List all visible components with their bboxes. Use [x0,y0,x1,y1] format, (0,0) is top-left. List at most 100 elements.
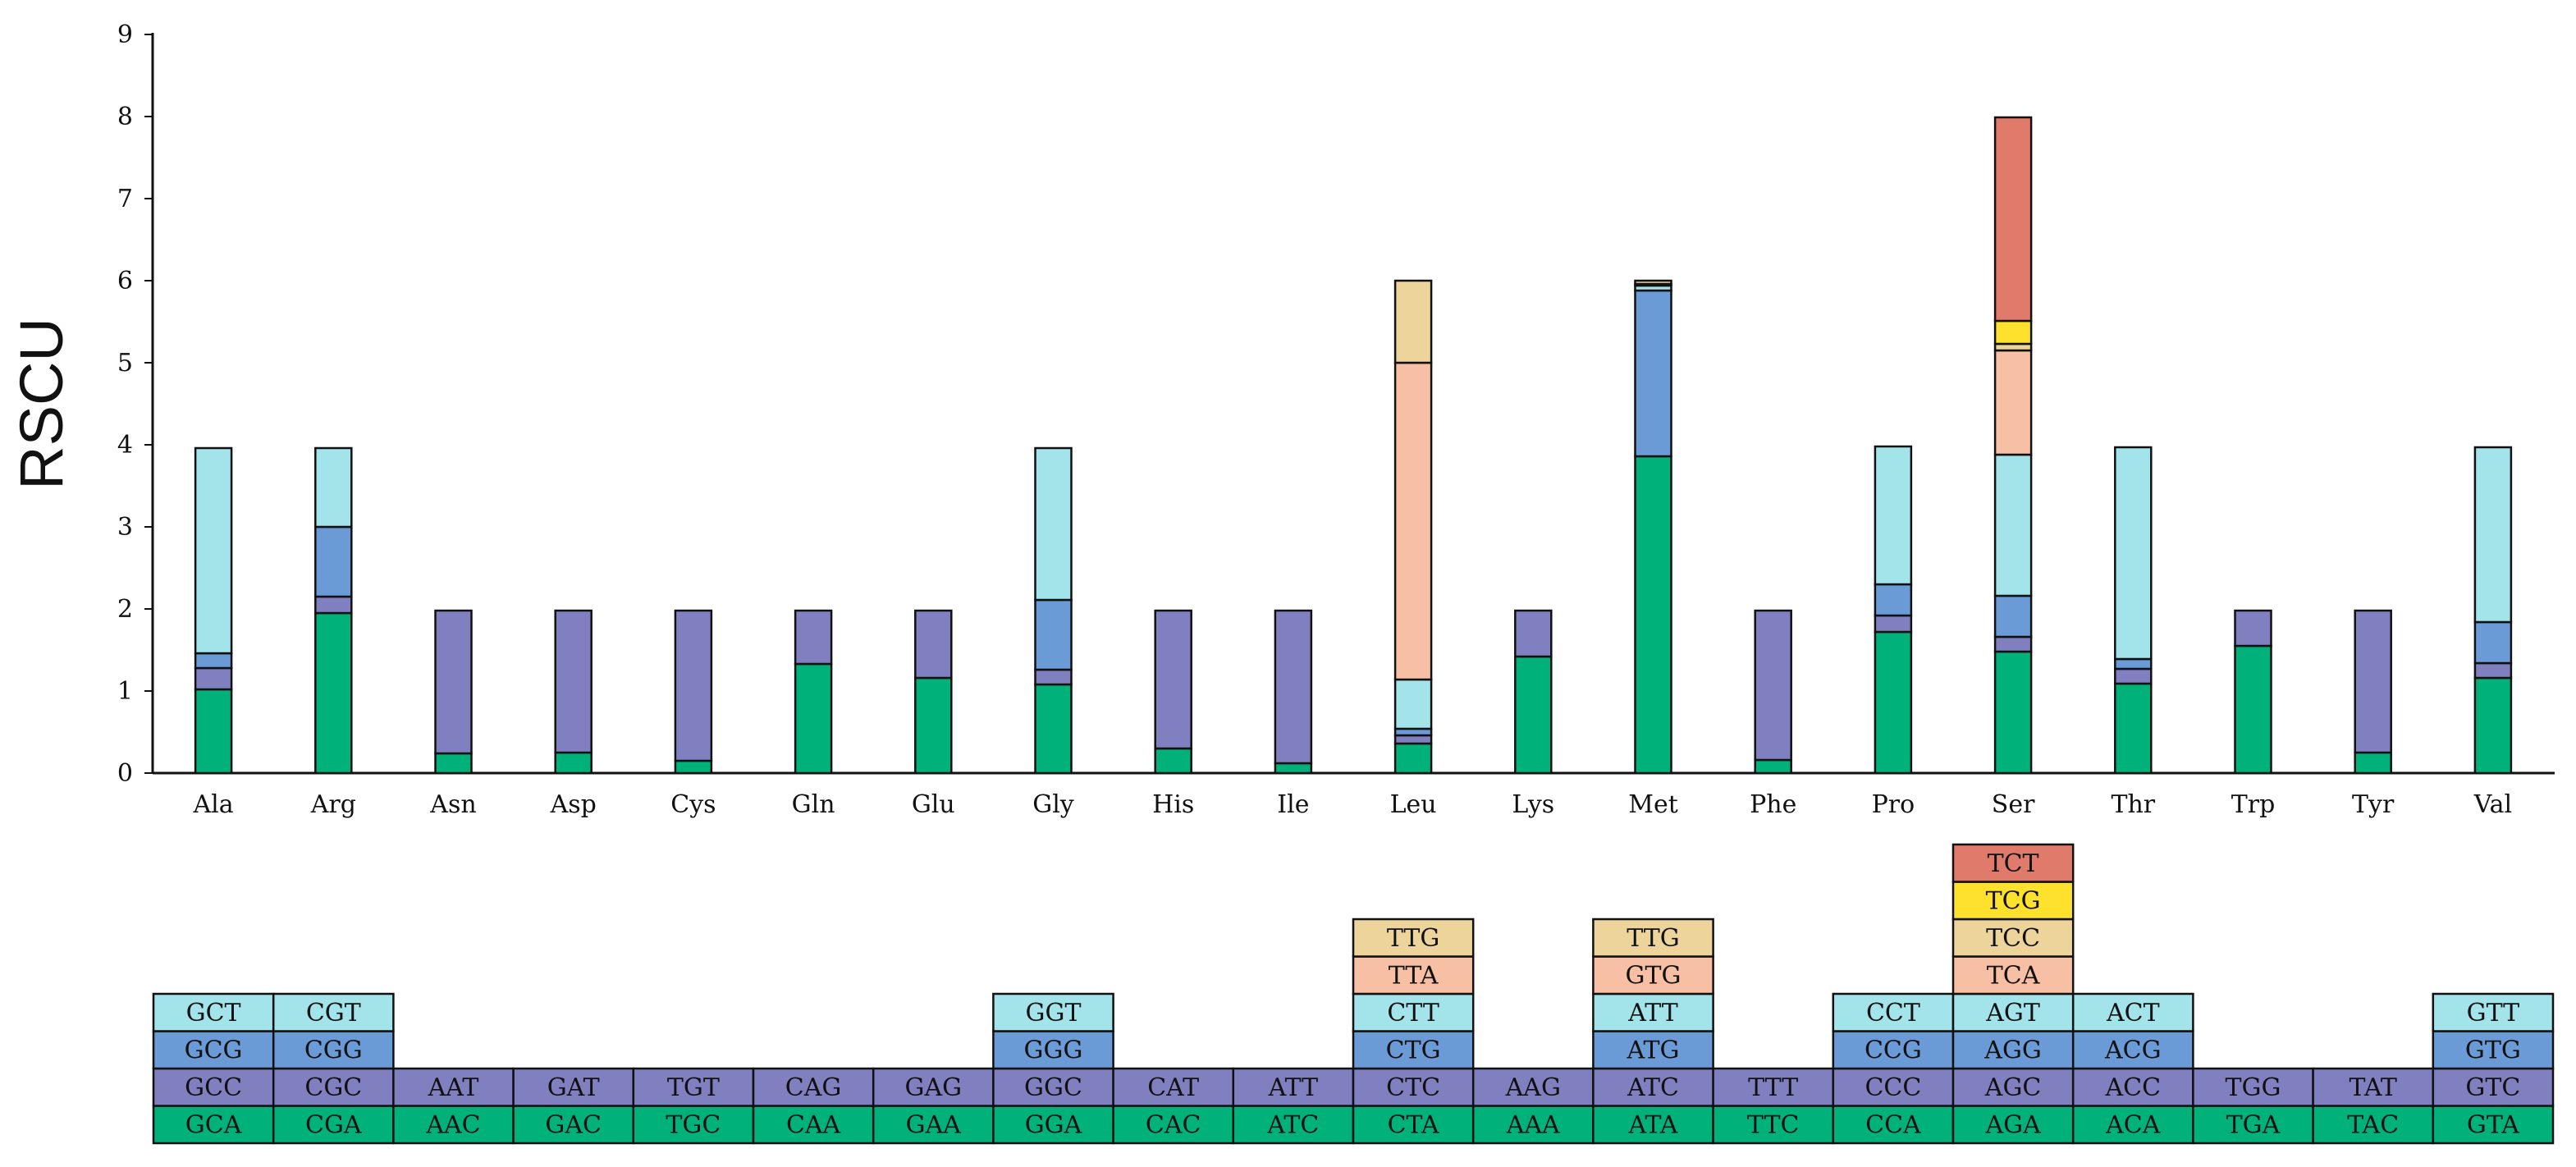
codon-label: CGA [305,1110,362,1139]
codon-cell [1712,1067,1835,1107]
codon-label: TTC [1747,1110,1800,1139]
codon-cell [1592,1105,1714,1145]
codon-label: GAT [547,1073,600,1102]
codon-cell [272,1105,395,1145]
y-tick-label: 9 [117,21,133,49]
codon-label: TGT [667,1073,720,1102]
bar-segment [1993,319,2033,346]
codon-cell [1232,1105,1355,1145]
codon-label: TGC [666,1110,721,1139]
codon-label: GTG [1626,961,1681,990]
codon-cell [1951,955,2075,995]
codon-cell [1832,1067,1955,1107]
codon-label: ACT [2106,999,2160,1027]
y-tick-label: 7 [117,185,133,213]
bar-segment [1634,289,1672,458]
bar-segment [1034,446,1073,602]
codon-cell [1951,843,2075,883]
x-tick-label: Thr [2111,790,2155,819]
x-tick-label: Leu [1390,790,1437,819]
codon-label: CAT [1147,1073,1199,1102]
codon-cell [1352,1030,1475,1070]
codon-label: CGG [304,1036,363,1064]
codon-cell [2312,1067,2435,1107]
codon-label: CCA [1865,1110,1921,1139]
bar-segment [1993,116,2033,323]
bar-segment [314,611,353,775]
codon-cell [152,1030,275,1070]
codon-cell [2432,1067,2555,1107]
codon-label: ATT [1627,999,1678,1027]
bar-segment [1274,609,1313,765]
bar-segment [2473,661,2513,680]
codon-label: AGG [1983,1036,2042,1064]
bar-segment [1393,678,1433,730]
y-tick-label: 2 [117,595,133,624]
codon-cell [272,992,395,1032]
y-tick-label: 5 [117,349,133,378]
x-tick-label: Trp [2231,790,2276,819]
x-tick-label: Arg [310,790,356,819]
bar-segment [1514,655,1553,775]
codon-label: CCG [1865,1036,1922,1064]
bar-segment [1393,279,1433,364]
codon-label: AAT [428,1073,479,1102]
codon-cell [1592,955,1714,995]
x-tick-label: Gln [792,790,835,819]
x-tick-label: Val [2473,790,2512,819]
x-tick-label: Ile [1277,790,1309,819]
bar-segment [2354,751,2392,775]
codon-label: ATC [1266,1110,1319,1139]
codon-cell [1592,1030,1714,1070]
codon-label: ATT [1268,1073,1319,1102]
bar-segment [914,609,953,680]
y-axis-label: RSCU [7,318,75,490]
codon-label: TGA [2226,1110,2281,1139]
bar-segment [1514,609,1553,658]
codon-label: GGA [1025,1110,1082,1139]
bar-segment [194,688,233,775]
codon-cell [2432,1030,2555,1070]
y-tick-label: 0 [117,759,133,788]
codon-label: TTA [1389,961,1439,990]
codon-label: TTG [1387,924,1440,953]
bar-segment [674,609,713,762]
codon-label: TCA [1987,961,2040,990]
y-tick-label: 1 [117,677,133,706]
bar-segment [1274,762,1313,775]
codon-label: ATC [1627,1073,1679,1102]
bar-segment [554,609,593,754]
codon-label: TGG [2226,1073,2281,1102]
codon-cell [992,992,1114,1032]
codon-cell [2192,1067,2314,1107]
codon-label: TCG [1986,886,2041,915]
codon-label: CTA [1388,1110,1439,1139]
codon-label: GGG [1024,1036,1083,1064]
bar-segment [914,676,953,775]
codon-label: CGT [306,999,361,1027]
codon-legend-table: GCA GCC GCG GCT CGA CGC CGG CGT AAC AAT GAC GAT TGC T… [152,843,2555,1145]
codon-label: TAC [2347,1110,2399,1139]
bar-segment [554,751,593,775]
x-tick-label: Asn [429,790,476,819]
x-tick-label: Gly [1032,790,1074,819]
codon-label: GCC [185,1073,242,1102]
codon-label: CTC [1386,1073,1440,1102]
bar-segment [314,446,353,529]
codon-cell [392,1105,515,1145]
codon-cell [752,1067,875,1107]
x-tick-label: Ser [1992,790,2035,819]
codon-cell [1592,992,1714,1032]
codon-label: GTG [2465,1036,2521,1064]
x-tick-label: Pro [1872,790,1915,819]
y-tick-label: 3 [117,513,133,542]
codon-label: ACC [2105,1073,2162,1102]
bar-segment [1634,279,1672,286]
bar-segment [1874,614,1913,634]
bar-segment [2114,657,2153,670]
codon-label: AGT [1985,999,2040,1027]
bar-segment [1034,668,1073,686]
bar-segment [794,662,833,775]
bar-segment [434,609,473,755]
bar-segment [1993,453,2033,597]
